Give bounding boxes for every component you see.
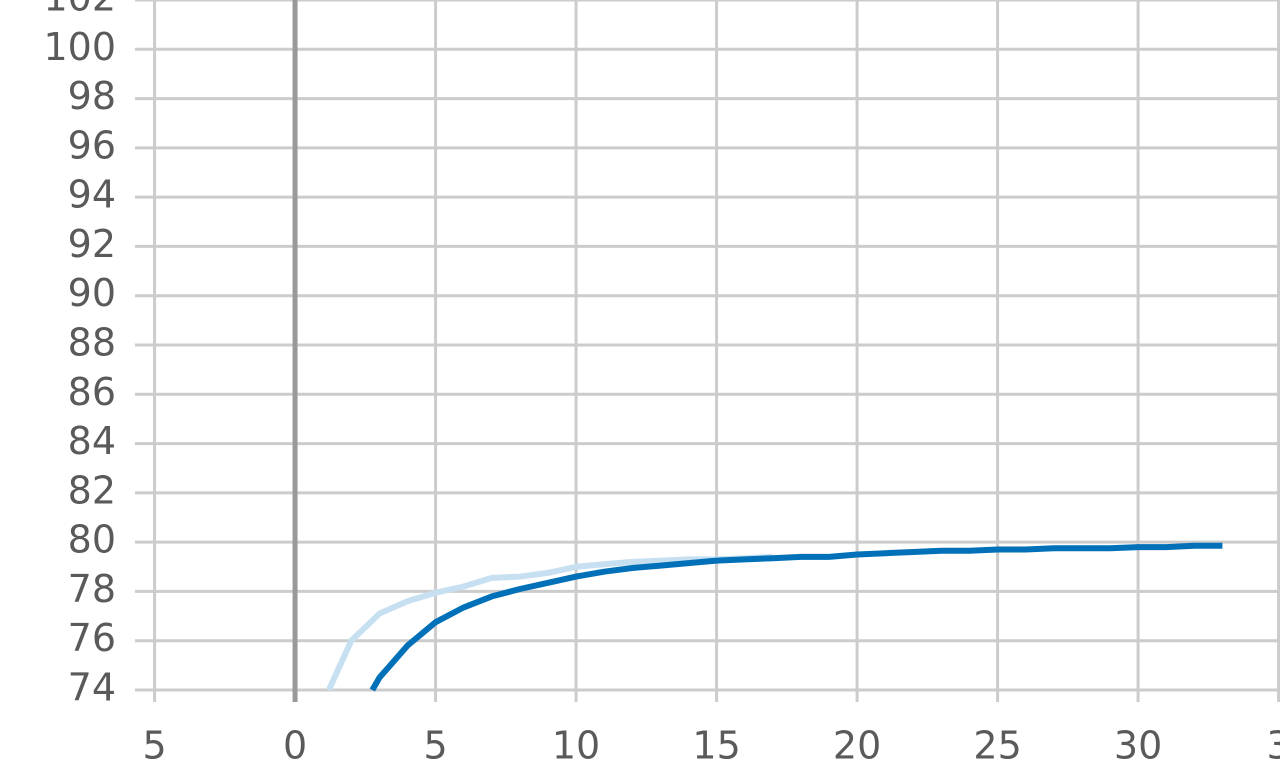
x-tick-label: 0 xyxy=(283,724,307,768)
x-tick-label: 5 xyxy=(423,724,447,768)
y-tick-label: 102 xyxy=(43,0,116,20)
x-tick-label: 30 xyxy=(1114,724,1162,768)
y-tick-label: 96 xyxy=(68,123,116,167)
y-tick-label: 100 xyxy=(43,25,116,69)
x-tick-label: 20 xyxy=(833,724,881,768)
x-tick-label: 3 xyxy=(1267,724,1280,768)
x-tick-label: 10 xyxy=(552,724,600,768)
y-tick-label: 98 xyxy=(68,74,116,118)
x-tick-label: 25 xyxy=(973,724,1021,768)
x-tick-label: 15 xyxy=(692,724,740,768)
y-tick-label: 78 xyxy=(68,567,116,611)
y-tick-label: 74 xyxy=(68,666,116,710)
y-tick-label: 86 xyxy=(68,370,116,414)
y-tick-label: 80 xyxy=(68,518,116,562)
y-tick-label: 88 xyxy=(68,321,116,365)
x-tick-label: 5 xyxy=(142,724,166,768)
y-tick-label: 92 xyxy=(68,222,116,266)
y-tick-label: 94 xyxy=(68,173,116,217)
y-tick-label: 76 xyxy=(68,616,116,660)
y-tick-label: 90 xyxy=(68,271,116,315)
data-line xyxy=(326,553,773,692)
data-line xyxy=(369,542,1223,692)
y-tick-label: 84 xyxy=(68,419,116,463)
y-tick-label: 82 xyxy=(68,468,116,512)
